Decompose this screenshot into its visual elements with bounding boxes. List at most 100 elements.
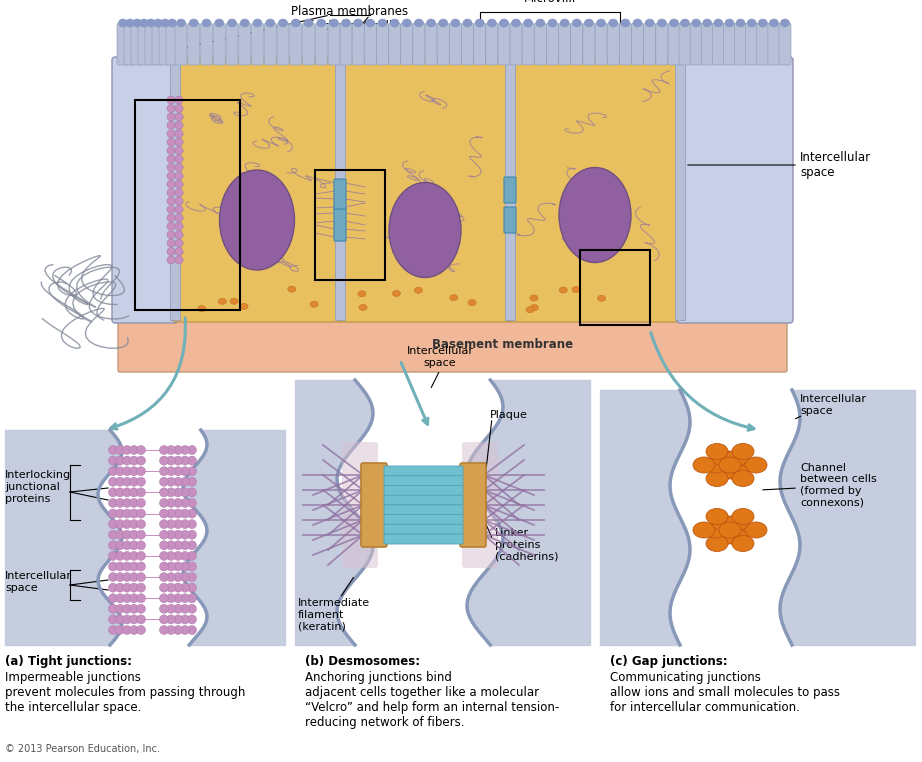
Circle shape — [167, 155, 175, 163]
Circle shape — [160, 488, 169, 497]
Ellipse shape — [450, 295, 458, 301]
Circle shape — [167, 96, 175, 104]
Text: Intercellular
space: Intercellular space — [407, 347, 474, 368]
Circle shape — [167, 594, 175, 603]
Circle shape — [123, 541, 132, 550]
FancyBboxPatch shape — [384, 514, 463, 524]
Circle shape — [167, 466, 175, 475]
Circle shape — [187, 520, 196, 529]
Circle shape — [109, 541, 117, 550]
Circle shape — [181, 626, 190, 635]
FancyBboxPatch shape — [437, 23, 449, 65]
Circle shape — [175, 138, 183, 146]
FancyBboxPatch shape — [413, 23, 425, 65]
Circle shape — [167, 456, 175, 465]
FancyBboxPatch shape — [342, 442, 378, 568]
FancyBboxPatch shape — [376, 23, 388, 65]
Circle shape — [115, 530, 124, 539]
Circle shape — [123, 530, 132, 539]
FancyBboxPatch shape — [131, 23, 143, 65]
Ellipse shape — [726, 464, 748, 480]
Ellipse shape — [645, 19, 655, 27]
Circle shape — [175, 248, 183, 255]
Circle shape — [175, 113, 183, 121]
Circle shape — [173, 498, 183, 507]
Ellipse shape — [530, 305, 538, 311]
FancyBboxPatch shape — [508, 58, 682, 322]
Ellipse shape — [488, 19, 496, 27]
Circle shape — [173, 604, 183, 613]
FancyBboxPatch shape — [384, 466, 463, 476]
Circle shape — [136, 488, 146, 497]
Ellipse shape — [389, 183, 461, 277]
Circle shape — [160, 594, 169, 603]
Circle shape — [115, 562, 124, 571]
Circle shape — [167, 498, 175, 507]
Ellipse shape — [719, 522, 741, 538]
FancyBboxPatch shape — [504, 207, 516, 233]
Circle shape — [187, 615, 196, 624]
Circle shape — [129, 626, 138, 635]
Ellipse shape — [500, 19, 509, 27]
Text: Intermediate
filament
(keratin): Intermediate filament (keratin) — [298, 598, 370, 631]
FancyBboxPatch shape — [145, 23, 157, 65]
Circle shape — [187, 604, 196, 613]
Circle shape — [181, 466, 190, 475]
FancyBboxPatch shape — [290, 23, 301, 65]
Circle shape — [115, 615, 124, 624]
Ellipse shape — [706, 470, 728, 486]
Circle shape — [129, 498, 138, 507]
FancyBboxPatch shape — [361, 463, 387, 547]
FancyBboxPatch shape — [583, 23, 595, 65]
FancyBboxPatch shape — [679, 23, 691, 65]
Circle shape — [136, 626, 146, 635]
Circle shape — [167, 583, 175, 592]
Circle shape — [167, 248, 175, 255]
Ellipse shape — [712, 514, 734, 530]
Ellipse shape — [329, 19, 338, 27]
Circle shape — [129, 583, 138, 592]
Ellipse shape — [427, 19, 435, 27]
FancyBboxPatch shape — [449, 23, 461, 65]
FancyBboxPatch shape — [595, 23, 607, 65]
FancyBboxPatch shape — [632, 23, 644, 65]
Circle shape — [175, 239, 183, 247]
Ellipse shape — [451, 19, 460, 27]
Circle shape — [109, 604, 117, 613]
Circle shape — [173, 466, 183, 475]
Ellipse shape — [706, 443, 728, 459]
Circle shape — [136, 572, 146, 581]
Circle shape — [160, 583, 169, 592]
Circle shape — [187, 572, 196, 581]
Circle shape — [167, 477, 175, 486]
Circle shape — [173, 594, 183, 603]
Circle shape — [187, 477, 196, 486]
Circle shape — [173, 615, 183, 624]
Ellipse shape — [621, 19, 630, 27]
Circle shape — [173, 477, 183, 486]
Ellipse shape — [585, 19, 594, 27]
Ellipse shape — [439, 19, 448, 27]
Circle shape — [123, 509, 132, 518]
Circle shape — [167, 239, 175, 247]
Circle shape — [115, 477, 124, 486]
FancyBboxPatch shape — [124, 23, 136, 65]
Circle shape — [167, 488, 175, 497]
Ellipse shape — [712, 450, 734, 466]
Ellipse shape — [705, 522, 727, 538]
FancyBboxPatch shape — [384, 534, 463, 544]
FancyBboxPatch shape — [328, 23, 340, 65]
Circle shape — [187, 552, 196, 560]
Ellipse shape — [726, 530, 748, 546]
Ellipse shape — [609, 19, 618, 27]
Circle shape — [123, 466, 132, 475]
Circle shape — [109, 530, 117, 539]
Circle shape — [129, 466, 138, 475]
Circle shape — [187, 446, 196, 454]
Ellipse shape — [390, 19, 399, 27]
Ellipse shape — [139, 19, 148, 27]
Ellipse shape — [215, 19, 224, 27]
FancyBboxPatch shape — [571, 23, 583, 65]
Circle shape — [167, 171, 175, 180]
Ellipse shape — [414, 287, 422, 293]
